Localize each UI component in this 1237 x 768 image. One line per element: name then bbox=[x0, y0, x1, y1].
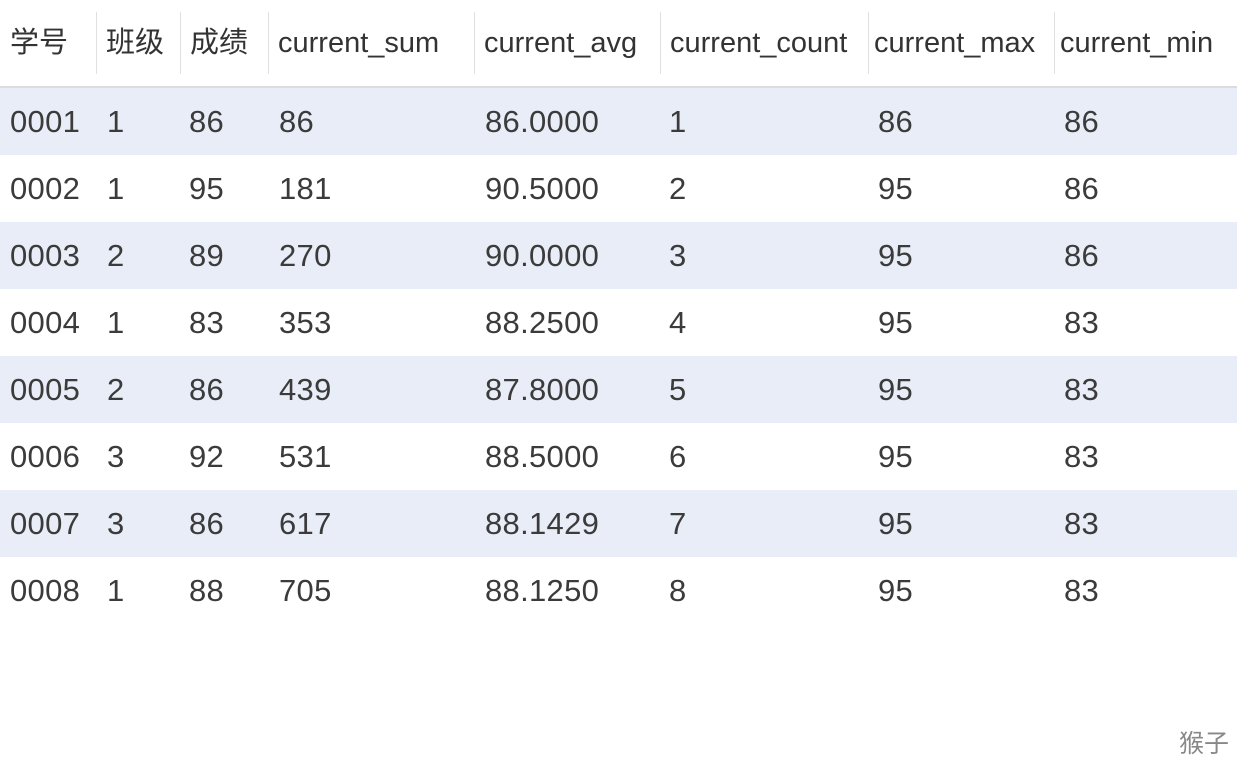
cell-current-max: 95 bbox=[878, 238, 914, 273]
cell-current-avg: 88.5000 bbox=[485, 439, 600, 474]
table-row[interactable]: 0003 2 89 270 90.0000 3 95 86 bbox=[0, 222, 1237, 289]
cell-class: 1 bbox=[107, 171, 125, 206]
cell-current-avg: 88.1429 bbox=[485, 506, 600, 541]
cell-student-id: 0001 bbox=[10, 104, 81, 139]
column-header-current-min[interactable]: current_min bbox=[1054, 0, 1237, 86]
cell-current-min: 86 bbox=[1064, 238, 1100, 273]
cell-current-sum: 705 bbox=[279, 573, 332, 608]
cell-student-id: 0008 bbox=[10, 573, 81, 608]
cell-current-max: 86 bbox=[878, 104, 914, 139]
cell-current-max: 95 bbox=[878, 439, 914, 474]
cell-current-sum: 86 bbox=[279, 104, 315, 139]
table-row[interactable]: 0008 1 88 705 88.1250 8 95 83 bbox=[0, 557, 1237, 624]
cell-current-max: 95 bbox=[878, 573, 914, 608]
cell-current-avg: 90.5000 bbox=[485, 171, 600, 206]
column-header-current-sum[interactable]: current_sum bbox=[268, 0, 474, 86]
cell-score: 86 bbox=[189, 104, 225, 139]
column-header-student-id[interactable]: 学号 bbox=[10, 27, 69, 59]
cell-current-min: 83 bbox=[1064, 305, 1100, 340]
cell-current-min: 83 bbox=[1064, 439, 1100, 474]
cell-class: 1 bbox=[107, 305, 125, 340]
cell-current-max: 95 bbox=[878, 372, 914, 407]
table-row[interactable]: 0007 3 86 617 88.1429 7 95 83 bbox=[0, 490, 1237, 557]
cell-current-avg: 90.0000 bbox=[485, 238, 600, 273]
watermark-label: 猴子 bbox=[1178, 729, 1229, 758]
cell-score: 86 bbox=[189, 506, 225, 541]
table-header: 学号 班级 成绩 current_sum current_avg current… bbox=[0, 0, 1237, 88]
cell-current-count: 2 bbox=[669, 171, 687, 206]
cell-student-id: 0004 bbox=[10, 305, 81, 340]
cell-current-min: 86 bbox=[1064, 104, 1100, 139]
cell-current-count: 8 bbox=[669, 573, 687, 608]
cell-student-id: 0005 bbox=[10, 372, 81, 407]
cell-student-id: 0006 bbox=[10, 439, 81, 474]
table-row[interactable]: 0002 1 95 181 90.5000 2 95 86 bbox=[0, 155, 1237, 222]
table-row[interactable]: 0005 2 86 439 87.8000 5 95 83 bbox=[0, 356, 1237, 423]
cell-current-max: 95 bbox=[878, 171, 914, 206]
cell-current-min: 83 bbox=[1064, 573, 1100, 608]
cell-student-id: 0007 bbox=[10, 506, 81, 541]
cell-class: 3 bbox=[107, 439, 125, 474]
cell-current-count: 3 bbox=[669, 238, 687, 273]
cell-class: 2 bbox=[107, 372, 125, 407]
cell-score: 92 bbox=[189, 439, 225, 474]
cell-current-count: 5 bbox=[669, 372, 687, 407]
result-grid: 学号 班级 成绩 current_sum current_avg current… bbox=[0, 0, 1237, 624]
cell-current-max: 95 bbox=[878, 506, 914, 541]
cell-current-min: 83 bbox=[1064, 372, 1100, 407]
cell-current-avg: 86.0000 bbox=[485, 104, 600, 139]
cell-current-avg: 88.2500 bbox=[485, 305, 600, 340]
cell-current-avg: 87.8000 bbox=[485, 372, 600, 407]
cell-score: 88 bbox=[189, 573, 225, 608]
column-header-current-avg[interactable]: current_avg bbox=[474, 0, 660, 86]
cell-class: 1 bbox=[107, 573, 125, 608]
table-row[interactable]: 0004 1 83 353 88.2500 4 95 83 bbox=[0, 289, 1237, 356]
cell-score: 86 bbox=[189, 372, 225, 407]
column-header-class[interactable]: 班级 bbox=[96, 0, 180, 86]
cell-current-min: 83 bbox=[1064, 506, 1100, 541]
column-header-score[interactable]: 成绩 bbox=[180, 0, 268, 86]
cell-current-sum: 181 bbox=[279, 171, 332, 206]
cell-current-max: 95 bbox=[878, 305, 914, 340]
table-row[interactable]: 0001 1 86 86 86.0000 1 86 86 bbox=[0, 88, 1237, 155]
cell-current-count: 7 bbox=[669, 506, 687, 541]
cell-class: 1 bbox=[107, 104, 125, 139]
cell-current-count: 1 bbox=[669, 104, 687, 139]
cell-current-min: 86 bbox=[1064, 171, 1100, 206]
column-header-current-count[interactable]: current_count bbox=[660, 0, 868, 86]
cell-class: 2 bbox=[107, 238, 125, 273]
cell-score: 83 bbox=[189, 305, 225, 340]
cell-class: 3 bbox=[107, 506, 125, 541]
cell-current-avg: 88.1250 bbox=[485, 573, 600, 608]
column-header-current-max[interactable]: current_max bbox=[868, 0, 1054, 86]
cell-current-sum: 531 bbox=[279, 439, 332, 474]
cell-current-sum: 270 bbox=[279, 238, 332, 273]
cell-student-id: 0002 bbox=[10, 171, 81, 206]
cell-student-id: 0003 bbox=[10, 238, 81, 273]
cell-current-sum: 617 bbox=[279, 506, 332, 541]
cell-score: 95 bbox=[189, 171, 225, 206]
cell-current-count: 6 bbox=[669, 439, 687, 474]
cell-current-sum: 353 bbox=[279, 305, 332, 340]
table-row[interactable]: 0006 3 92 531 88.5000 6 95 83 bbox=[0, 423, 1237, 490]
cell-current-sum: 439 bbox=[279, 372, 332, 407]
cell-score: 89 bbox=[189, 238, 225, 273]
cell-current-count: 4 bbox=[669, 305, 687, 340]
